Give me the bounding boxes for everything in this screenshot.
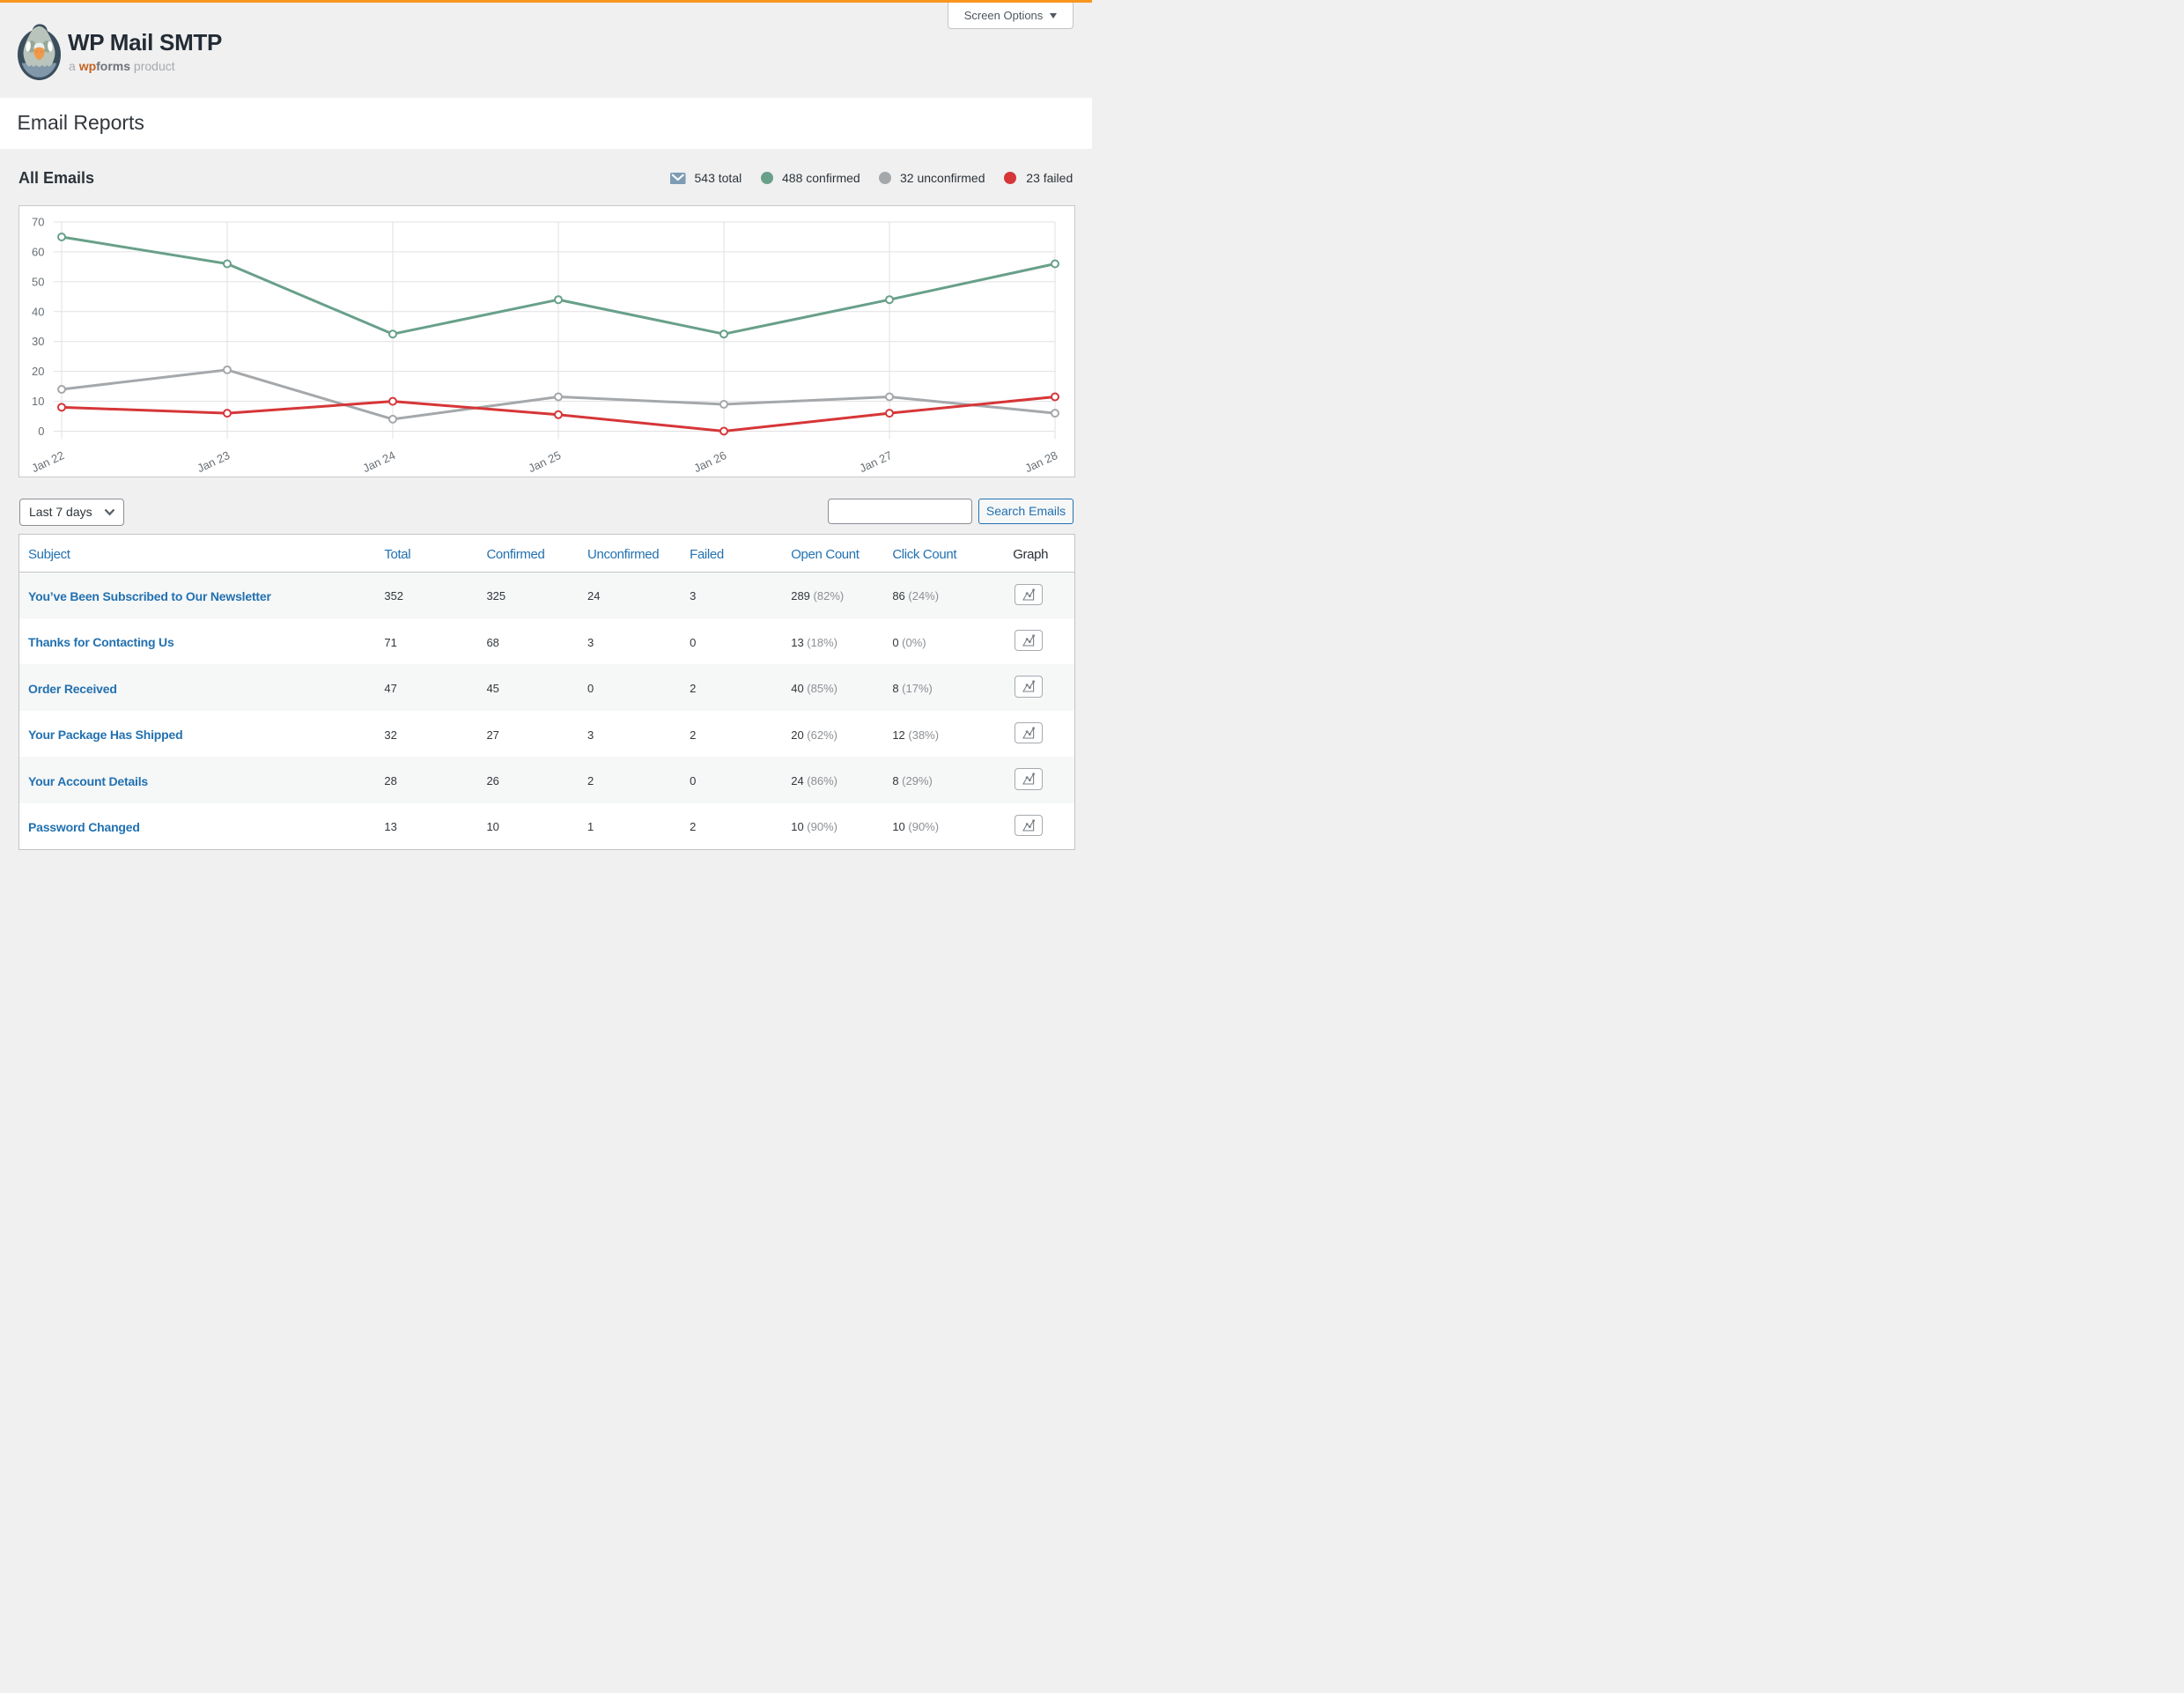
svg-text:Jan 25: Jan 25 [526,448,563,475]
svg-text:60: 60 [32,245,44,258]
svg-text:30: 30 [32,335,44,348]
svg-text:40: 40 [32,305,44,318]
svg-text:Jan 23: Jan 23 [195,448,232,475]
svg-text:50: 50 [32,275,44,288]
svg-text:Jan 24: Jan 24 [360,448,397,475]
svg-text:Jan 27: Jan 27 [857,448,894,475]
svg-text:0: 0 [38,425,44,438]
svg-text:Jan 22: Jan 22 [29,448,66,475]
svg-text:70: 70 [32,215,44,228]
svg-text:Jan 26: Jan 26 [691,448,728,475]
svg-text:20: 20 [32,365,44,378]
svg-text:Jan 28: Jan 28 [1022,448,1059,475]
svg-text:10: 10 [32,395,44,408]
